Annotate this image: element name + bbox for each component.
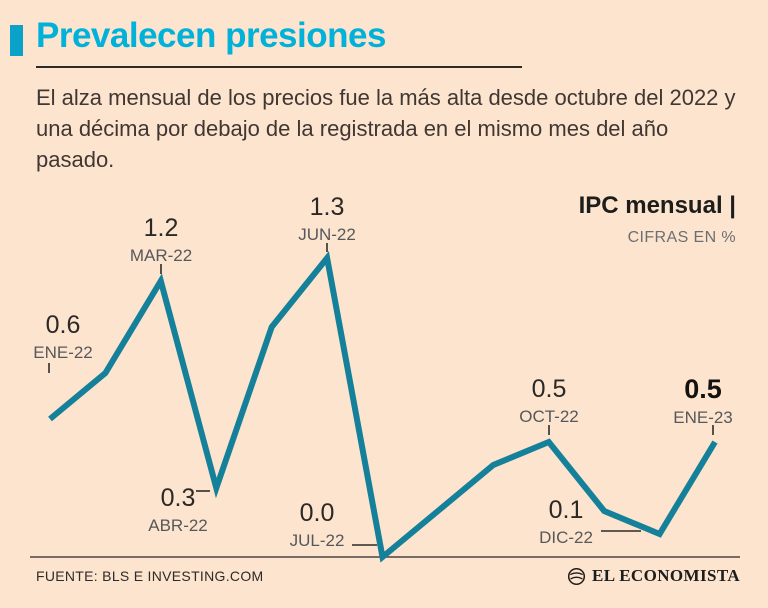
- ipc-line-series: [48, 251, 718, 563]
- el-economista-logo-icon: [567, 567, 586, 586]
- brand: EL ECONOMISTA: [567, 566, 740, 586]
- subtitle: El alza mensual de los precios fue la má…: [36, 85, 736, 173]
- chart-heading: IPC mensual | CIFRAS EN %: [579, 192, 736, 247]
- chart-title: IPC mensual |: [578, 192, 736, 219]
- chart-units-label: CIFRAS EN %: [627, 229, 736, 246]
- annotation-ticks: [48, 243, 714, 546]
- page-title: Prevalecen presiones: [36, 16, 386, 55]
- brand-name: EL ECONOMISTA: [592, 566, 740, 585]
- title-marker: [10, 25, 23, 56]
- title-rule: [36, 66, 522, 68]
- source-text: FUENTE: BLS E INVESTING.COM: [36, 568, 264, 584]
